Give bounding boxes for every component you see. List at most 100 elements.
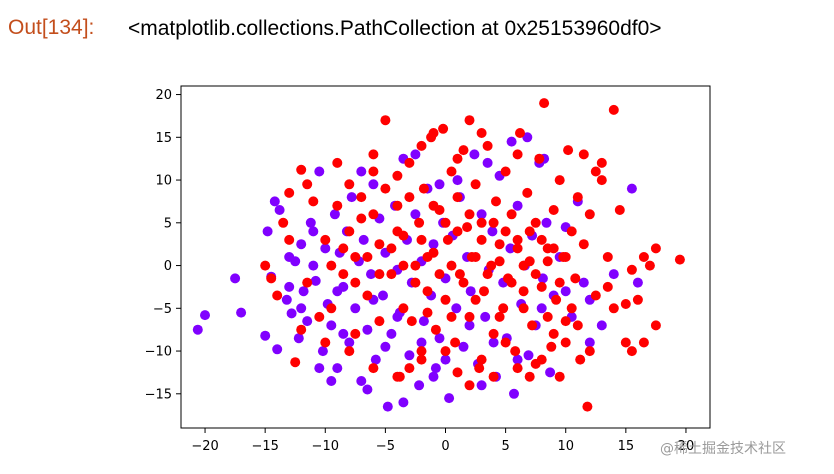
scatter-point	[362, 290, 373, 301]
scatter-point	[578, 239, 589, 250]
scatter-point	[476, 209, 487, 220]
scatter-point	[452, 192, 463, 203]
scatter-point	[494, 311, 505, 322]
scatter-point	[404, 157, 415, 168]
scatter-point	[338, 269, 349, 280]
scatter-point	[512, 363, 523, 374]
scatter-point	[470, 294, 481, 305]
scatter-point	[326, 303, 337, 314]
scatter-point	[434, 269, 445, 280]
scatter-point	[530, 269, 541, 280]
scatter-point	[476, 354, 487, 365]
scatter-point	[356, 166, 367, 177]
scatter-point	[554, 277, 565, 288]
scatter-point	[317, 346, 328, 357]
scatter-point	[308, 196, 319, 207]
scatter-point	[284, 234, 295, 245]
scatter-point	[487, 226, 498, 237]
x-tick-label: 20	[678, 439, 695, 454]
scatter-point	[476, 234, 487, 245]
scatter-point	[479, 286, 489, 297]
scatter-point	[308, 260, 319, 271]
scatter-point	[296, 164, 307, 175]
scatter-point	[620, 299, 631, 309]
scatter-point	[488, 371, 499, 382]
scatter-point	[416, 140, 427, 151]
scatter-point	[350, 252, 361, 262]
scatter-point	[638, 252, 649, 262]
scatter-point	[515, 128, 525, 138]
scatter-point	[522, 187, 533, 198]
scatter-point	[537, 273, 548, 284]
scatter-point	[584, 209, 595, 220]
scatter-point	[422, 307, 433, 318]
scatter-point	[326, 376, 337, 386]
scatter-point	[524, 226, 535, 237]
scatter-point	[464, 209, 475, 220]
x-tick-label: 15	[618, 439, 635, 454]
scatter-point	[434, 333, 445, 344]
scatter-point	[454, 269, 465, 280]
x-tick-label: −20	[191, 439, 218, 454]
scatter-point	[404, 363, 415, 374]
output-prompt: Out[134]:	[8, 16, 95, 39]
x-tick-label: −10	[312, 439, 339, 454]
scatter-point	[308, 226, 319, 237]
y-tick-label: −10	[145, 345, 172, 360]
scatter-point	[344, 179, 355, 190]
scatter-point	[416, 234, 427, 245]
scatter-point	[572, 320, 583, 331]
scatter-point	[476, 128, 487, 138]
scatter-point	[446, 260, 457, 271]
scatter-point	[410, 260, 421, 271]
scatter-point	[570, 273, 581, 284]
scatter-point	[608, 303, 619, 314]
scatter-point	[488, 217, 499, 228]
scatter-point	[509, 388, 519, 399]
scatter-point	[450, 337, 461, 348]
scatter-point	[368, 179, 379, 190]
scatter-point	[470, 179, 481, 190]
scatter-point	[464, 380, 475, 391]
scatter-point	[314, 363, 325, 374]
scatter-point	[452, 367, 463, 378]
scatter-point	[260, 330, 271, 341]
scatter-point	[470, 252, 481, 262]
x-tick-label: 10	[557, 439, 574, 454]
scatter-point	[428, 200, 439, 211]
scatter-point	[314, 311, 325, 322]
scatter-point	[506, 209, 517, 220]
y-tick-label: 10	[155, 174, 172, 189]
scatter-point	[284, 252, 295, 262]
scatter-point	[430, 324, 441, 335]
scatter-point	[380, 183, 391, 194]
scatter-point	[404, 192, 415, 203]
scatter-point	[522, 132, 533, 143]
scatter-point	[230, 273, 241, 284]
scatter-point	[296, 303, 307, 314]
scatter-point	[314, 166, 325, 177]
scatter-point	[560, 337, 571, 348]
scatter-point	[674, 254, 685, 265]
scatter-point	[626, 183, 637, 194]
scatter-point	[482, 157, 493, 168]
scatter-point	[434, 179, 445, 190]
scatter-point	[476, 380, 487, 391]
scatter-point	[602, 252, 613, 262]
scatter-point	[278, 217, 289, 228]
scatter-point	[566, 303, 577, 314]
scatter-point	[541, 217, 552, 228]
scatter-point	[418, 316, 429, 327]
axes-frame	[180, 85, 711, 429]
scatter-point	[368, 363, 379, 374]
scatter-point	[293, 333, 304, 344]
scatter-point	[530, 217, 541, 228]
scatter-point	[284, 281, 295, 292]
scatter-point	[374, 269, 385, 280]
scatter-point	[428, 371, 439, 382]
scatter-point	[290, 357, 301, 368]
scatter-point	[414, 217, 425, 228]
scatter-point	[458, 145, 469, 156]
scatter-point	[362, 384, 373, 395]
